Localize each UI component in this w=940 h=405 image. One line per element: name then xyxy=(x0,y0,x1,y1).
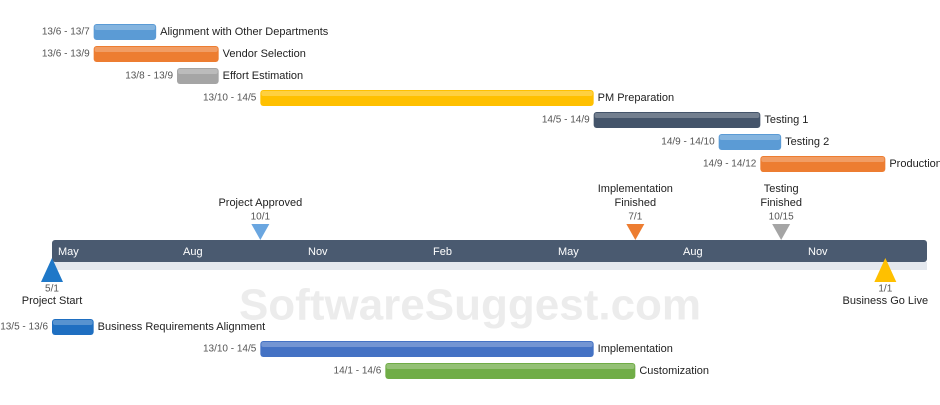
watermark: SoftwareSuggest.com xyxy=(239,281,701,330)
task-bar xyxy=(260,90,594,106)
task-bar-shine xyxy=(178,69,218,74)
x-tick-label: Nov xyxy=(808,246,828,258)
task-name: Testing 2 xyxy=(785,136,829,148)
milestone-name: Testing xyxy=(764,183,799,195)
x-tick-label: Aug xyxy=(183,246,203,258)
task-bar xyxy=(718,134,782,150)
task-dates: 13/10 - 14/5 xyxy=(203,93,257,104)
x-tick-label: May xyxy=(58,246,79,258)
task-bar xyxy=(52,319,94,335)
milestone-date: 1/1 xyxy=(878,284,892,295)
task-name: Vendor Selection xyxy=(223,48,306,60)
task-bar xyxy=(593,112,761,128)
task-bar-shine xyxy=(386,364,635,369)
task-bar xyxy=(93,24,157,40)
task-bar-shine xyxy=(594,113,760,118)
task-dates: 14/1 - 14/6 xyxy=(334,366,382,377)
task-dates: 13/8 - 13/9 xyxy=(125,71,173,82)
task-bar-shine xyxy=(53,320,93,325)
milestone-name: Project Approved xyxy=(218,197,302,209)
task-bar xyxy=(760,156,886,172)
task-bar xyxy=(260,341,594,357)
x-tick-label: Aug xyxy=(683,246,703,258)
task-name: Testing 1 xyxy=(764,114,808,126)
timeline-shadow xyxy=(52,262,927,270)
milestone-name: Implementation xyxy=(598,183,673,195)
task-name: Production xyxy=(889,158,940,170)
milestone-date: 10/1 xyxy=(251,212,271,223)
task-bar-shine xyxy=(761,157,885,162)
milestone-name: Finished xyxy=(615,197,657,209)
task-bar-shine xyxy=(261,91,593,96)
milestone xyxy=(626,224,645,240)
task-bar-shine xyxy=(94,47,218,52)
task-bar xyxy=(93,46,219,62)
task-bar xyxy=(385,363,636,379)
task-name: Implementation xyxy=(598,343,673,355)
milestone xyxy=(251,224,270,240)
x-tick-label: Feb xyxy=(433,246,452,258)
task-dates: 13/5 - 13/6 xyxy=(0,322,48,333)
task-dates: 13/6 - 13/9 xyxy=(42,49,90,60)
task-bar-shine xyxy=(261,342,593,347)
milestone-date: 5/1 xyxy=(45,284,59,295)
milestone-name: Business Go Live xyxy=(843,295,929,307)
task-bar xyxy=(177,68,219,84)
task-name: PM Preparation xyxy=(598,92,674,104)
task-dates: 14/9 - 14/10 xyxy=(661,137,715,148)
x-tick-label: May xyxy=(558,246,579,258)
task-bar-shine xyxy=(719,135,781,140)
milestone xyxy=(772,224,791,240)
milestone-name: Finished xyxy=(760,197,802,209)
task-dates: 14/5 - 14/9 xyxy=(542,115,590,126)
milestone-date: 10/15 xyxy=(769,212,794,223)
task-name: Customization xyxy=(639,365,709,377)
task-dates: 13/6 - 13/7 xyxy=(42,27,90,38)
task-name: Effort Estimation xyxy=(223,70,304,82)
task-dates: 13/10 - 14/5 xyxy=(203,344,257,355)
milestone xyxy=(874,258,897,282)
x-tick-label: Nov xyxy=(308,246,328,258)
task-name: Business Requirements Alignment xyxy=(98,321,266,333)
milestone-date: 7/1 xyxy=(628,212,642,223)
timeline-axis xyxy=(52,240,927,262)
milestone xyxy=(41,258,63,282)
task-name: Alignment with Other Departments xyxy=(160,26,329,38)
task-bar-shine xyxy=(94,25,156,30)
milestone-name: Project Start xyxy=(22,295,83,307)
task-dates: 14/9 - 14/12 xyxy=(703,159,757,170)
